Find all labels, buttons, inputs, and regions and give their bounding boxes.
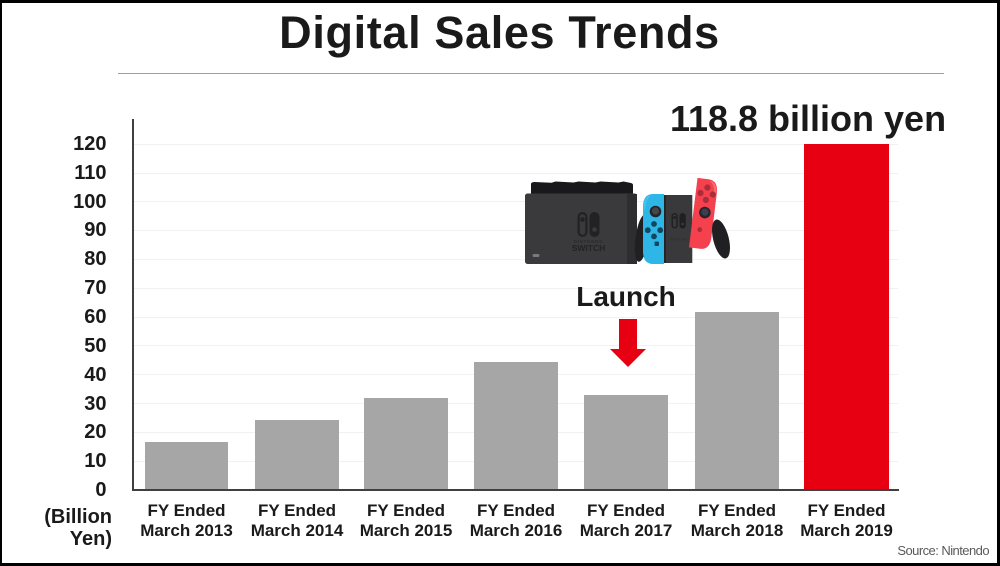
svg-text:SWITCH: SWITCH [671, 237, 687, 242]
svg-text:NINTENDO: NINTENDO [574, 239, 604, 244]
svg-text:SWITCH: SWITCH [572, 243, 606, 253]
